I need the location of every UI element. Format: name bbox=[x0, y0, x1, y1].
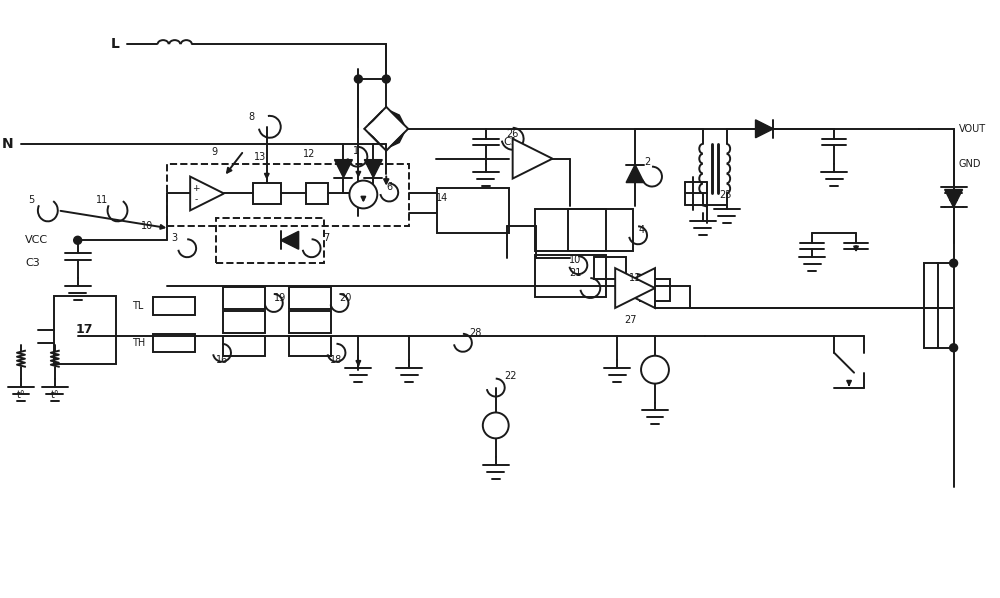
Polygon shape bbox=[945, 190, 963, 208]
Text: 11: 11 bbox=[96, 196, 109, 206]
Bar bbox=[153, 334, 195, 352]
Polygon shape bbox=[368, 111, 382, 125]
Polygon shape bbox=[615, 268, 655, 308]
Circle shape bbox=[74, 236, 82, 244]
Text: 18: 18 bbox=[330, 355, 343, 365]
Polygon shape bbox=[390, 133, 404, 147]
Text: t°: t° bbox=[50, 389, 59, 399]
Text: C3: C3 bbox=[25, 258, 40, 268]
Polygon shape bbox=[513, 139, 552, 179]
Circle shape bbox=[349, 181, 377, 209]
Polygon shape bbox=[615, 268, 655, 308]
Circle shape bbox=[483, 413, 509, 438]
Circle shape bbox=[950, 259, 958, 267]
Text: 20: 20 bbox=[339, 293, 352, 303]
Bar bbox=[535, 255, 606, 297]
Text: VCC: VCC bbox=[25, 235, 48, 245]
Text: TH: TH bbox=[132, 338, 146, 348]
Bar bbox=[535, 209, 606, 251]
Text: 27: 27 bbox=[624, 315, 636, 325]
Bar bbox=[167, 164, 409, 226]
Text: 11: 11 bbox=[629, 273, 641, 283]
Polygon shape bbox=[626, 164, 644, 182]
Bar bbox=[306, 182, 328, 205]
Circle shape bbox=[382, 75, 390, 83]
Text: 9: 9 bbox=[211, 147, 217, 157]
Bar bbox=[216, 218, 324, 263]
Text: 3: 3 bbox=[171, 233, 177, 243]
Text: 13: 13 bbox=[254, 152, 266, 161]
Text: N: N bbox=[1, 137, 13, 151]
Text: 25: 25 bbox=[720, 191, 732, 200]
Polygon shape bbox=[334, 160, 352, 178]
Text: L: L bbox=[111, 37, 119, 51]
Text: GND: GND bbox=[959, 158, 981, 169]
Bar bbox=[289, 287, 331, 309]
Text: 12: 12 bbox=[303, 149, 316, 158]
Text: 14: 14 bbox=[436, 194, 448, 203]
Polygon shape bbox=[368, 133, 382, 147]
Polygon shape bbox=[190, 176, 224, 210]
Bar bbox=[437, 188, 509, 233]
Circle shape bbox=[950, 344, 958, 352]
Text: 22: 22 bbox=[504, 371, 517, 381]
Bar bbox=[223, 287, 265, 309]
Bar bbox=[153, 297, 195, 315]
Text: 4: 4 bbox=[638, 225, 644, 236]
Bar bbox=[289, 311, 331, 333]
Text: +: + bbox=[192, 184, 200, 193]
Bar bbox=[54, 296, 116, 364]
Bar bbox=[568, 209, 633, 251]
Circle shape bbox=[354, 75, 362, 83]
Text: -: - bbox=[195, 195, 198, 204]
Polygon shape bbox=[390, 111, 404, 125]
Text: 21: 21 bbox=[569, 268, 582, 278]
Text: 7: 7 bbox=[323, 233, 330, 243]
Bar bbox=[223, 311, 265, 333]
Text: 26: 26 bbox=[506, 129, 519, 139]
Bar bbox=[594, 257, 626, 279]
Text: 16: 16 bbox=[216, 355, 228, 365]
Polygon shape bbox=[756, 120, 773, 138]
Polygon shape bbox=[281, 231, 299, 249]
Text: 2: 2 bbox=[644, 157, 650, 167]
Text: 28: 28 bbox=[470, 328, 482, 338]
Polygon shape bbox=[364, 160, 382, 178]
Text: 8: 8 bbox=[249, 112, 255, 122]
Bar bbox=[253, 182, 281, 205]
Text: VOUT: VOUT bbox=[959, 124, 986, 134]
Bar bbox=[289, 336, 331, 356]
Bar bbox=[223, 336, 265, 356]
Bar bbox=[924, 263, 938, 348]
Circle shape bbox=[641, 356, 669, 383]
Text: 19: 19 bbox=[274, 293, 286, 303]
Text: 10: 10 bbox=[569, 255, 581, 265]
Text: C1: C1 bbox=[504, 137, 518, 147]
Text: 10: 10 bbox=[141, 221, 153, 231]
Bar bbox=[640, 279, 670, 301]
Text: 6: 6 bbox=[386, 182, 392, 191]
Text: t°: t° bbox=[17, 389, 25, 399]
Text: 1: 1 bbox=[353, 146, 359, 155]
Text: 5: 5 bbox=[28, 196, 34, 206]
Text: TL: TL bbox=[132, 301, 144, 311]
Text: 17: 17 bbox=[76, 324, 93, 336]
